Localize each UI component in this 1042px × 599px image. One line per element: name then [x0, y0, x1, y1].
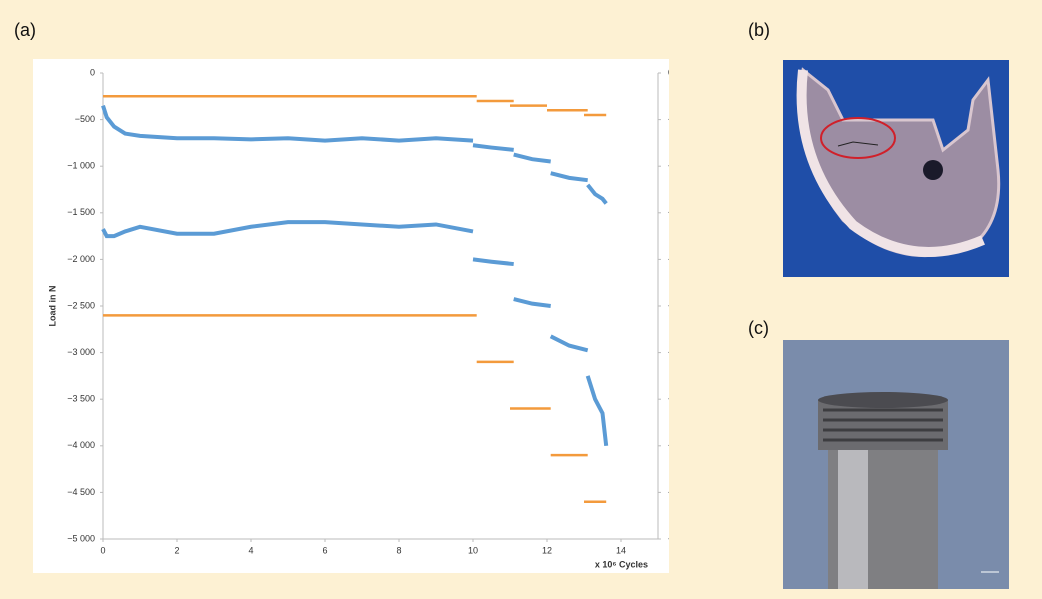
y-tick-label: −5 000 [67, 533, 95, 543]
panel-label: (c) [748, 318, 769, 338]
y-axis-label: Load in N [47, 286, 57, 327]
y2-tick-label: 0.00 [668, 67, 669, 77]
y-tick-label: −1 500 [67, 207, 95, 217]
data-line [103, 314, 607, 503]
data-line [101, 105, 608, 205]
photo-implant [783, 60, 1009, 277]
y-tick-label: −4 500 [67, 487, 95, 497]
y2-tick-label: -1.40 [668, 394, 669, 404]
chart: 0 −500 −1 000 −1 500 −2 000 −2 500 −3 000 −3 50… [33, 59, 669, 573]
y2-tick-label: -0.20 [668, 114, 669, 124]
panel-label: (a) [14, 20, 36, 40]
y-tick-label: −3 000 [67, 347, 95, 357]
x-tick-label: 0 [100, 545, 105, 555]
y-tick-label: −2 500 [67, 300, 95, 310]
y2-tick-label: -1.00 [668, 300, 669, 310]
x-tick-label: 6 [322, 545, 327, 555]
y2-tick-label: -0.40 [668, 161, 669, 171]
data-line [101, 220, 609, 447]
photo-screw [783, 340, 1009, 589]
panel-label: (b) [748, 20, 770, 40]
y-tick-label: −1 000 [67, 161, 95, 171]
x-tick-label: 12 [542, 545, 552, 555]
y-tick-label: −500 [75, 114, 95, 124]
data-line [103, 95, 607, 117]
y2-tick-label: -1.20 [668, 347, 669, 357]
y-tick-label: −2 000 [67, 254, 95, 264]
y2-tick-label: -1.60 [668, 440, 669, 450]
x-axis-label: x 10⁶ Cycles [595, 559, 648, 569]
x-tick-label: 2 [174, 545, 179, 555]
y-tick-label: 0 [90, 67, 95, 77]
x-tick-label: 14 [616, 545, 626, 555]
x-tick-label: 10 [468, 545, 478, 555]
y-tick-label: −3 500 [67, 394, 95, 404]
x-tick-label: 4 [248, 545, 253, 555]
y2-tick-label: -1.80 [668, 487, 669, 497]
y2-tick-label: -0.80 [668, 254, 669, 264]
x-tick-label: 8 [396, 545, 401, 555]
y2-tick-label: -0.60 [668, 207, 669, 217]
y-tick-label: −4 000 [67, 440, 95, 450]
y2-tick-label: -2.00 [668, 533, 669, 543]
